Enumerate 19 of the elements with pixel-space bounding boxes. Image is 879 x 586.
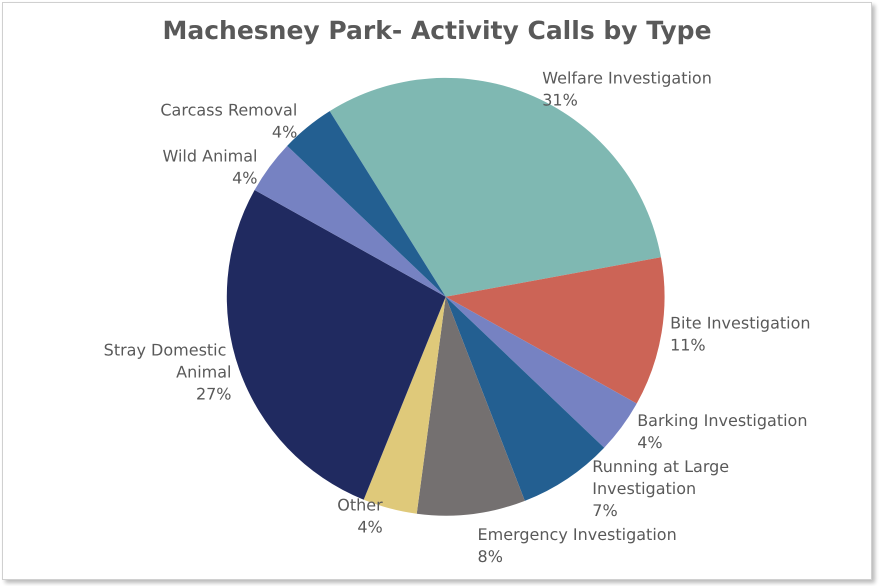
slice-label: Running at Large Investigation (592, 456, 734, 498)
data-label: 11% (670, 335, 706, 354)
slice-label: Stray Domestic Animal (104, 340, 232, 382)
data-label: 4% (637, 432, 663, 452)
data-label: 7% (592, 500, 618, 520)
slice-label: Welfare Investigation (542, 68, 712, 88)
slice-label: Carcass Removal (160, 100, 298, 120)
slice-label: Wild Animal (162, 146, 258, 166)
data-label: 4% (272, 122, 298, 142)
data-label: 4% (357, 518, 383, 537)
slice-label: Barking Investigation (637, 410, 808, 430)
data-label: 31% (542, 90, 578, 110)
slice-label: Bite Investigation (670, 313, 811, 332)
slice-label: Emergency Investigation (478, 524, 677, 544)
chart-title: Machesney Park- Activity Calls by Type (162, 16, 712, 45)
data-label: 8% (478, 546, 503, 566)
data-label: 27% (196, 384, 232, 404)
slice-label: Other (337, 496, 384, 515)
data-label: 4% (232, 168, 258, 188)
